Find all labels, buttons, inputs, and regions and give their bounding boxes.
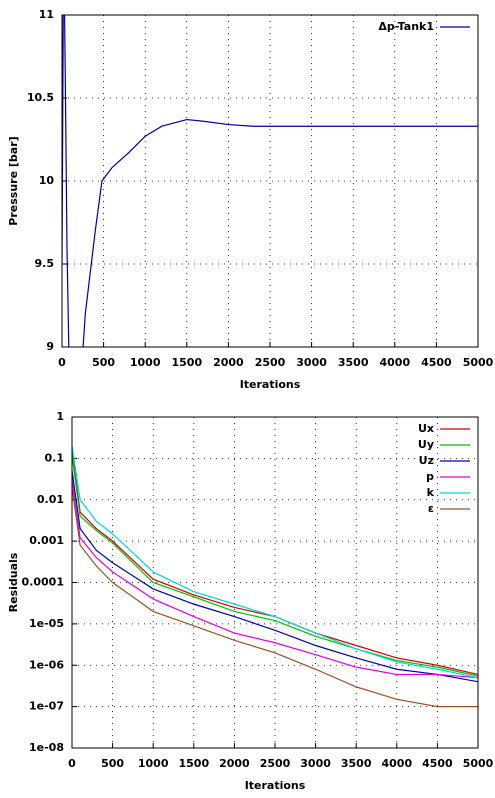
x-tick-label: 1000 (130, 356, 161, 369)
y-tick-label: 0.1 (45, 451, 65, 464)
y-tick-label: 1e-07 (29, 700, 64, 713)
y-tick-label: 0.0001 (22, 576, 64, 589)
data-line (72, 470, 478, 683)
y-tick-label: 1e-06 (29, 658, 64, 671)
y-tick-label: 1 (56, 410, 64, 423)
x-axis-label: Iterations (245, 779, 306, 792)
x-tick-label: 3500 (338, 356, 369, 369)
y-tick-label: 0.001 (29, 534, 64, 547)
x-tick-label: 1500 (171, 356, 202, 369)
x-tick-label: 1000 (138, 757, 169, 770)
x-tick-label: 1500 (178, 757, 209, 770)
y-axis-label: Pressure [bar] (7, 136, 20, 225)
data-line (62, 15, 478, 347)
y-tick-label: 9 (46, 340, 54, 353)
x-tick-label: 2500 (255, 356, 286, 369)
y-tick-label: 1e-08 (29, 741, 64, 754)
x-tick-label: 4000 (379, 356, 410, 369)
plot-frame (71, 416, 479, 749)
legend-label: ε (428, 502, 434, 515)
data-line (72, 479, 478, 679)
x-tick-label: 4500 (421, 356, 452, 369)
y-tick-label: 11 (39, 8, 54, 21)
data-line (72, 455, 478, 677)
y-axis-label: Residuals (7, 552, 20, 612)
x-tick-label: 500 (92, 356, 115, 369)
x-tick-label: 5000 (463, 757, 494, 770)
legend-label: Uy (418, 438, 434, 451)
x-tick-label: 2000 (213, 356, 244, 369)
y-tick-label: 1e-05 (29, 617, 64, 630)
legend-label: Ux (418, 422, 434, 435)
y-tick-label: 0.01 (37, 493, 64, 506)
x-tick-label: 500 (101, 757, 124, 770)
data-line (72, 445, 478, 679)
y-tick-label: 9.5 (35, 257, 55, 270)
data-line (72, 487, 478, 708)
legend-label: Uz (419, 454, 434, 467)
x-tick-label: 3000 (300, 757, 331, 770)
data-line (72, 451, 478, 676)
x-tick-label: 2500 (260, 757, 291, 770)
x-tick-label: 4500 (422, 757, 453, 770)
x-tick-label: 3500 (341, 757, 372, 770)
y-tick-label: 10.5 (27, 91, 54, 104)
x-tick-label: 3000 (296, 356, 327, 369)
plot-frame (61, 14, 479, 348)
x-tick-label: 4000 (381, 757, 412, 770)
legend-label: k (427, 486, 435, 499)
x-tick-label: 5000 (463, 356, 494, 369)
x-tick-label: 0 (58, 356, 66, 369)
x-tick-label: 0 (68, 757, 76, 770)
y-tick-label: 10 (39, 174, 55, 187)
legend-label: Δp-Tank1 (378, 20, 434, 33)
x-tick-label: 2000 (219, 757, 250, 770)
x-axis-label: Iterations (240, 378, 301, 391)
legend-label: p (426, 470, 434, 483)
